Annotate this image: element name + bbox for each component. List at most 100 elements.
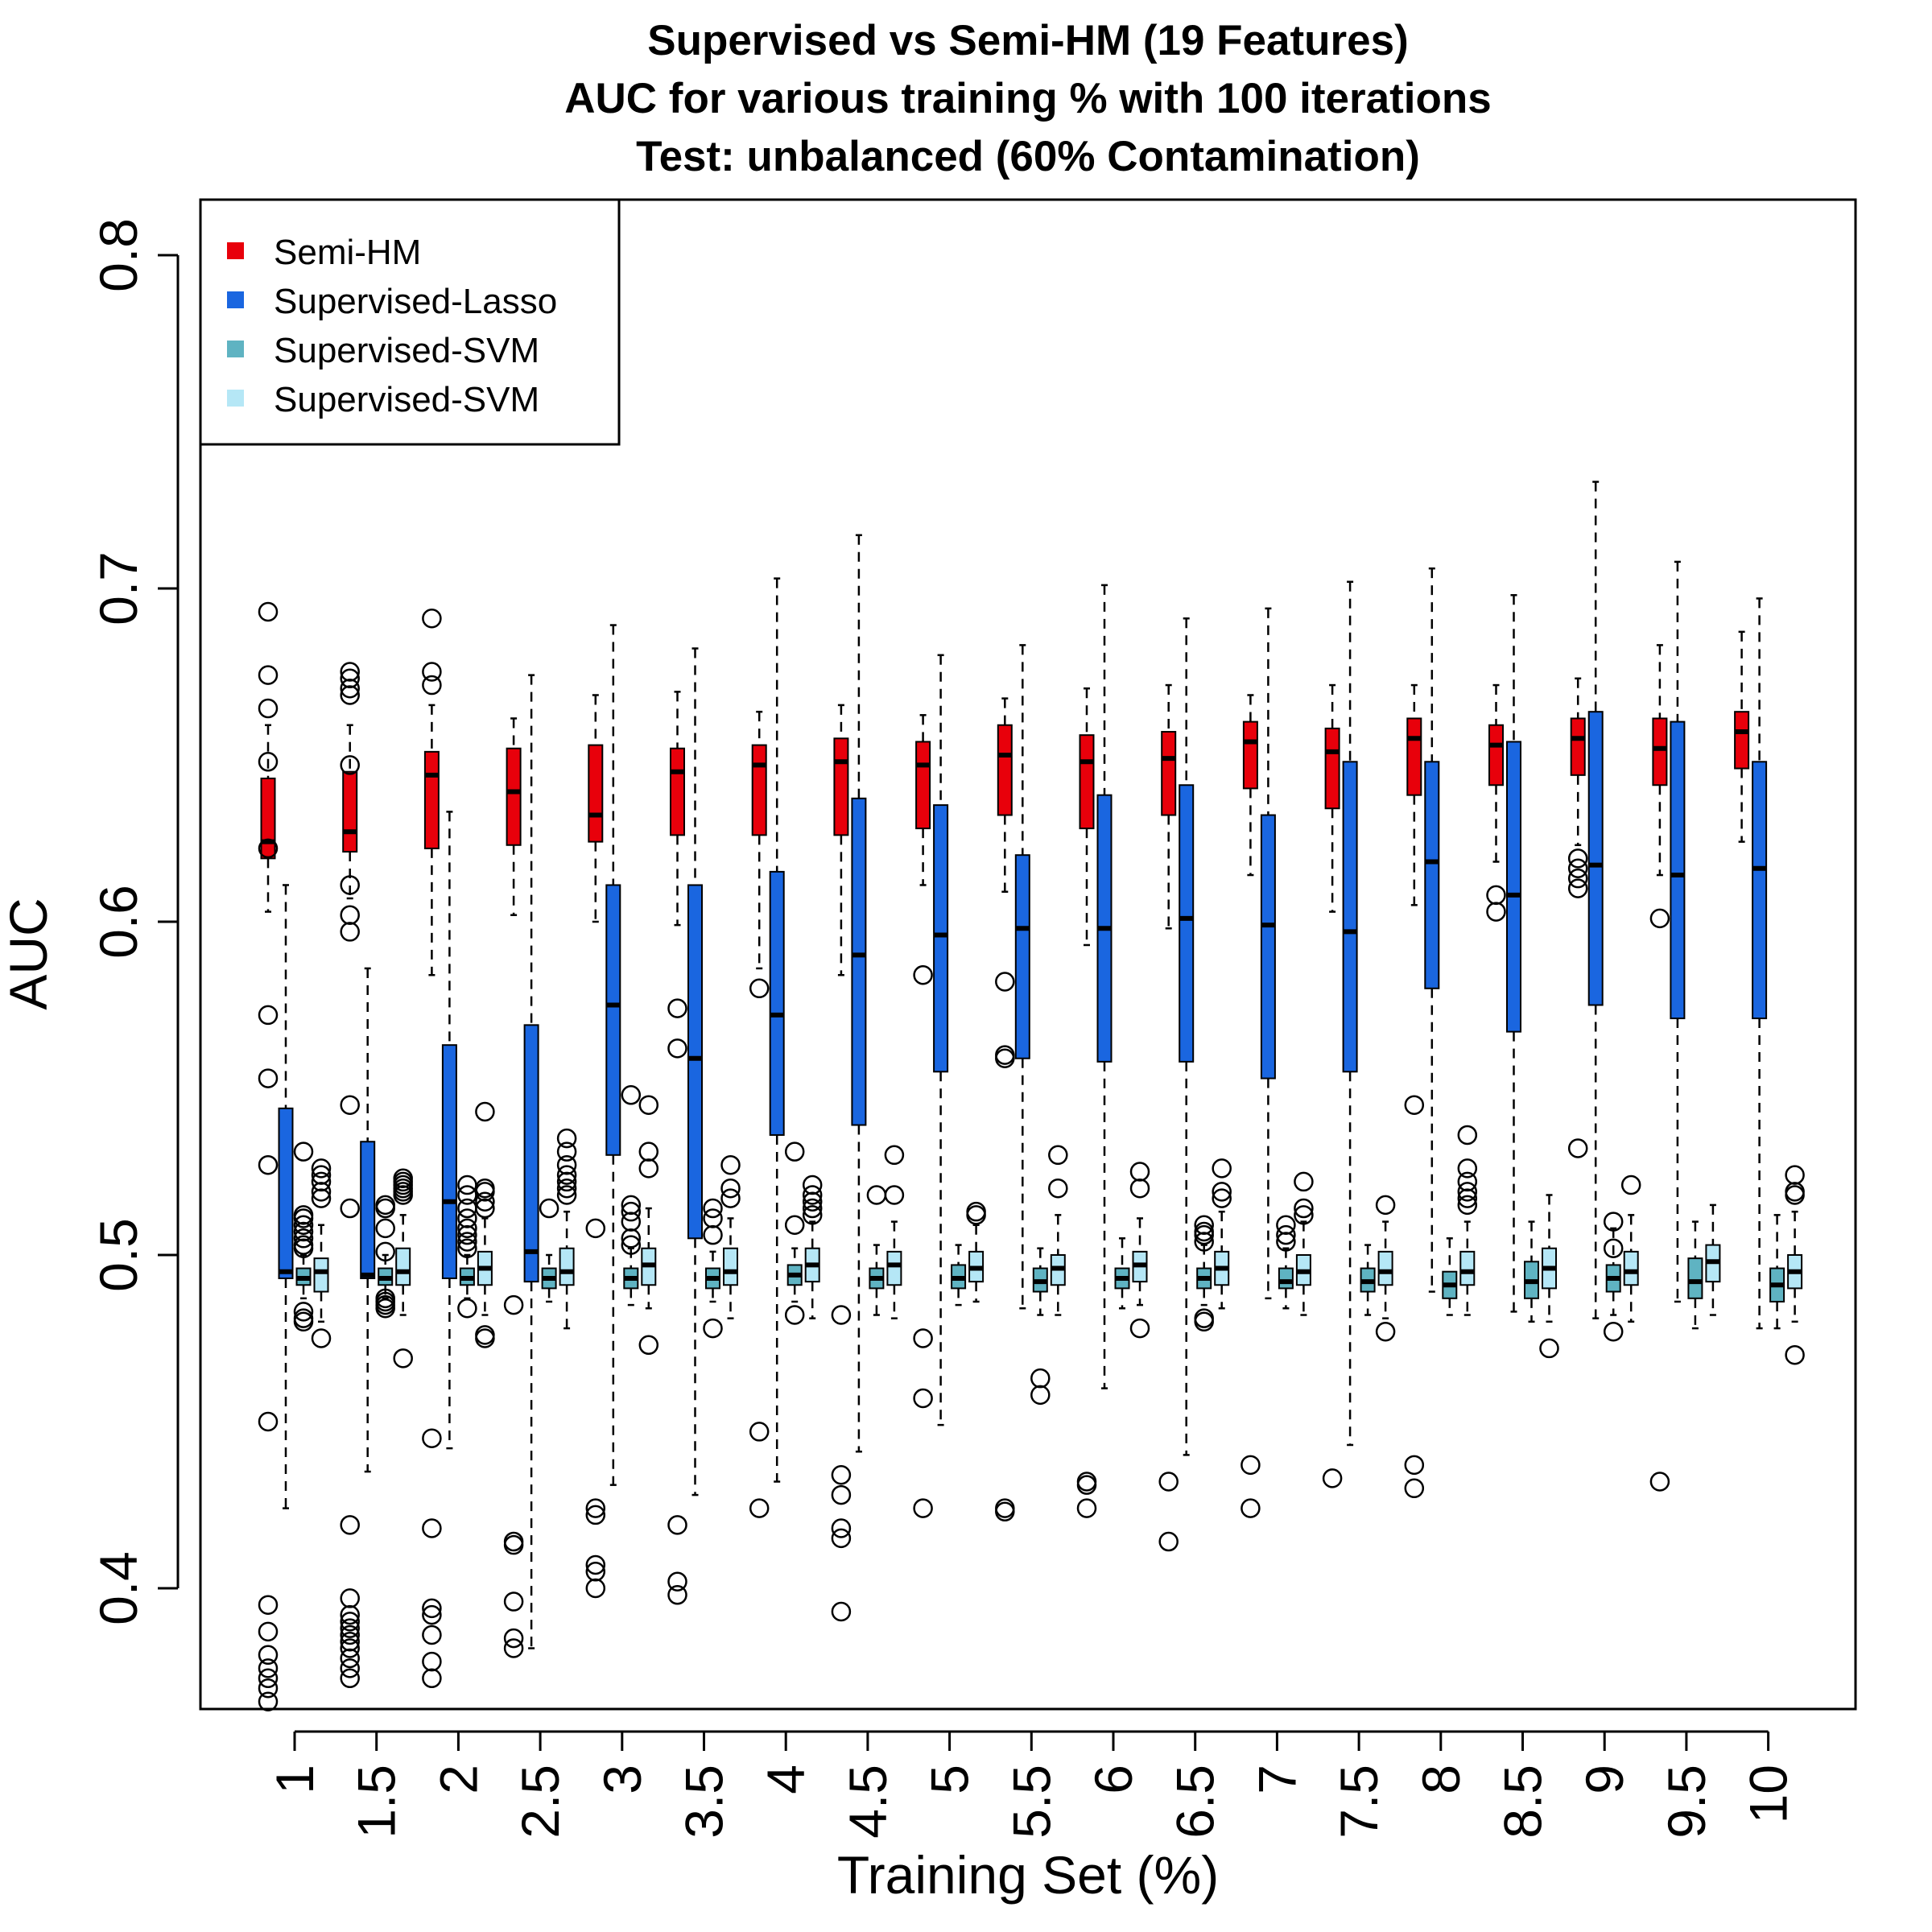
outlier-point (258, 665, 279, 685)
outlier-point (375, 1298, 395, 1319)
outlier-point (1294, 1171, 1314, 1192)
outlier-point (831, 1305, 852, 1325)
outlier-point (311, 1158, 332, 1179)
box-iqr (886, 1250, 902, 1286)
outlier-point (556, 1178, 577, 1199)
box (1705, 1203, 1721, 1316)
outlier-point (311, 1328, 332, 1348)
box (1404, 683, 1425, 1499)
series-3 (311, 1095, 1805, 1368)
box-iqr (751, 744, 767, 836)
outlier-point (585, 1562, 606, 1582)
outlier-point (556, 1128, 577, 1149)
x-tick-label: 4 (756, 1765, 815, 1794)
box (311, 1158, 332, 1348)
box-iqr (342, 770, 358, 853)
legend-frame (199, 198, 621, 446)
outlier-point (475, 1328, 495, 1348)
chart-title-line-2: AUC for various training % with 100 iter… (564, 75, 1491, 122)
box-iqr (851, 797, 867, 1126)
outlier-point (340, 1631, 360, 1652)
outlier-point (503, 1534, 524, 1555)
outlier-point (1567, 858, 1588, 879)
box (422, 609, 442, 1689)
legend-swatch (227, 341, 244, 357)
box-iqr (933, 804, 949, 1073)
outlier-point (293, 1228, 314, 1249)
y-axis: 0.4 0.5 0.6 0.7 0.8 (89, 218, 180, 1625)
legend-label: Semi-HM (274, 233, 421, 272)
outlier-point (475, 1191, 495, 1212)
outlier-point (340, 1515, 360, 1535)
box-iqr (769, 870, 785, 1136)
x-tick-label: 9 (1575, 1765, 1634, 1794)
box (393, 1168, 413, 1368)
outlier-point (1486, 885, 1506, 906)
box-iqr (1506, 741, 1521, 1033)
outlier-point (1567, 1138, 1588, 1158)
outlier-point (1785, 1185, 1805, 1205)
outlier-point (1194, 1232, 1214, 1252)
box (605, 624, 621, 1486)
box-iqr (1734, 711, 1750, 770)
outlier-point (1212, 1182, 1232, 1202)
x-tick-label: 10 (1739, 1765, 1798, 1823)
x-tick-label: 8 (1411, 1765, 1471, 1794)
box (1687, 1220, 1703, 1330)
outlier-point (638, 1095, 659, 1115)
box-iqr (1260, 814, 1276, 1080)
outlier-point (1129, 1178, 1150, 1199)
outlier-point (884, 1145, 905, 1166)
box-iqr (360, 1141, 376, 1279)
outlier-point (422, 1518, 442, 1538)
box (1076, 687, 1097, 1518)
outlier-point (258, 601, 279, 622)
x-tick-label: 1.5 (347, 1765, 407, 1839)
outlier-point (995, 1048, 1015, 1068)
outlier-point (802, 1174, 823, 1195)
box (1212, 1158, 1232, 1310)
outlier-point (503, 1591, 524, 1612)
outlier-point (784, 1141, 805, 1162)
box-iqr (1014, 854, 1030, 1059)
outlier-point (340, 1624, 360, 1645)
x-tick-label: 8.5 (1493, 1765, 1553, 1839)
box (293, 1141, 314, 1332)
outlier-point (340, 875, 360, 895)
outlier-point (638, 1141, 659, 1162)
x-tick-label: 5.5 (1001, 1765, 1061, 1839)
outlier-point (422, 662, 442, 682)
outlier-point (1567, 848, 1588, 869)
outlier-point (1241, 1455, 1261, 1476)
outlier-point (585, 1218, 606, 1239)
outlier-point (1129, 1318, 1150, 1339)
outlier-point (1404, 1455, 1425, 1476)
box-iqr (1161, 731, 1177, 816)
box-iqr (423, 750, 440, 849)
box (1048, 1145, 1068, 1316)
box (1785, 1165, 1805, 1365)
outlier-point (1375, 1195, 1396, 1216)
outlier-point (585, 1505, 606, 1525)
outlier-point (1567, 868, 1588, 889)
outlier-point (340, 1618, 360, 1638)
legend-swatch (227, 390, 244, 407)
x-tick-label: 4.5 (838, 1765, 898, 1839)
outlier-point (1158, 1472, 1179, 1492)
box (933, 654, 949, 1426)
outlier-point (457, 1298, 477, 1319)
box-iqr (1623, 1250, 1639, 1286)
outlier-point (831, 1484, 852, 1505)
outlier-point (1129, 1162, 1150, 1182)
outlier-point (1276, 1224, 1296, 1245)
outlier-point (258, 752, 279, 772)
outlier-point (293, 1208, 314, 1228)
outlier-point (1294, 1205, 1314, 1225)
outlier-point (258, 1678, 279, 1699)
outlier-point (1294, 1198, 1314, 1219)
box (966, 1201, 986, 1303)
box-iqr (506, 747, 522, 846)
outlier-point (703, 1208, 723, 1228)
box (1014, 644, 1030, 1310)
box (1587, 481, 1604, 1319)
